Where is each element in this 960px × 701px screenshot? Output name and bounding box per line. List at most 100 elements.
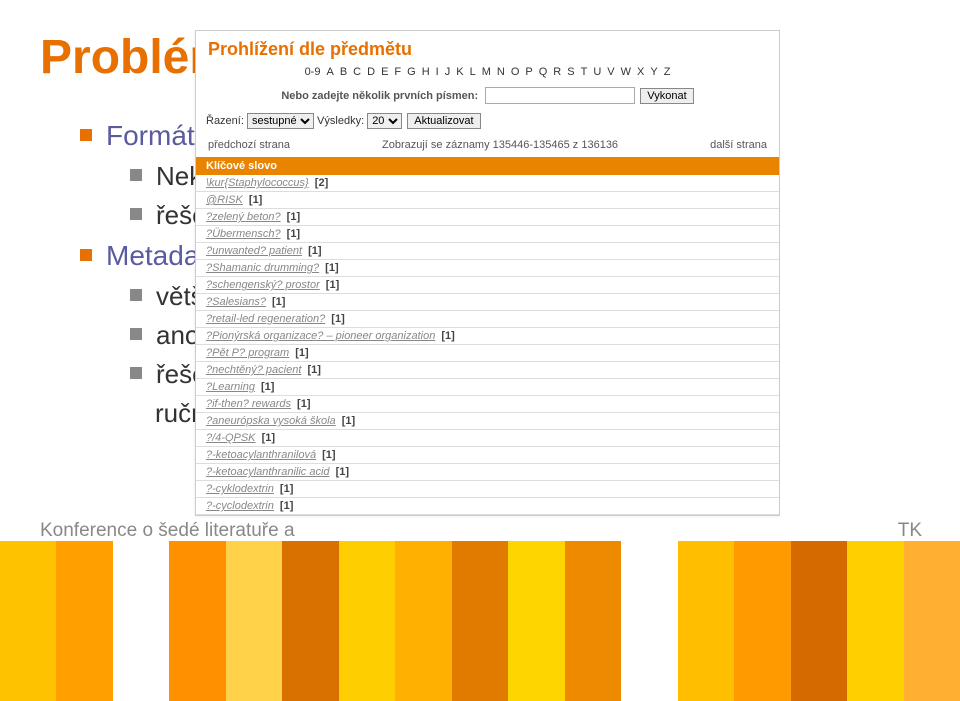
keyword-count: [1] — [284, 228, 301, 240]
alpha-link-k[interactable]: K — [456, 66, 463, 78]
alpha-link-x[interactable]: X — [637, 66, 644, 78]
keyword-row[interactable]: @RISK [1] — [196, 192, 779, 209]
keyword-count: [1] — [323, 279, 340, 291]
alpha-link-j[interactable]: J — [445, 66, 451, 78]
keyword-term[interactable]: ?if-then? rewards — [206, 398, 291, 410]
alpha-link-e[interactable]: E — [381, 66, 388, 78]
keyword-row[interactable]: ?-ketoacylanthranilová [1] — [196, 447, 779, 464]
footer-left: Konference o šedé literatuře a — [40, 520, 295, 542]
keyword-term[interactable]: ?zelený beton? — [206, 211, 281, 223]
keyword-count: [1] — [322, 262, 339, 274]
keyword-row[interactable]: ?-cyclodextrin [1] — [196, 498, 779, 515]
keyword-count: [1] — [294, 398, 311, 410]
keyword-term[interactable]: ?retail-led regeneration? — [206, 313, 325, 325]
keyword-term[interactable]: \kur{Staphylococcus} — [206, 177, 309, 189]
column-header: Klíčové slovo — [196, 157, 779, 175]
keyword-row[interactable]: ?aneurópska vysoká škola [1] — [196, 413, 779, 430]
keyword-term[interactable]: ?Übermensch? — [206, 228, 281, 240]
go-button[interactable]: Vykonat — [640, 88, 693, 104]
alpha-link-h[interactable]: H — [422, 66, 430, 78]
showing-text: Zobrazují se záznamy 135446-135465 z 136… — [290, 139, 710, 151]
footer-right: TK — [898, 520, 922, 542]
alpha-link-z[interactable]: Z — [664, 66, 671, 78]
keyword-term[interactable]: ?aneurópska vysoká škola — [206, 415, 336, 427]
keyword-row[interactable]: ?zelený beton? [1] — [196, 209, 779, 226]
keyword-term[interactable]: ?nechtěný? pacient — [206, 364, 301, 376]
keyword-row[interactable]: ?schengenský? prostor [1] — [196, 277, 779, 294]
keyword-term[interactable]: ?-ketoacylanthranilová — [206, 449, 316, 461]
keyword-count: [1] — [284, 211, 301, 223]
keyword-row[interactable]: ?Shamanic drumming? [1] — [196, 260, 779, 277]
keyword-count: [1] — [319, 449, 336, 461]
sort-select[interactable]: sestupné — [247, 113, 314, 129]
search-input[interactable] — [485, 87, 635, 104]
alpha-link-q[interactable]: Q — [539, 66, 548, 78]
keyword-count: [1] — [246, 194, 263, 206]
refresh-button[interactable]: Aktualizovat — [407, 113, 480, 129]
keyword-term[interactable]: ?Shamanic drumming? — [206, 262, 319, 274]
keyword-count: [1] — [305, 245, 322, 257]
alpha-link-n[interactable]: N — [497, 66, 505, 78]
alpha-link-u[interactable]: U — [593, 66, 601, 78]
keyword-term[interactable]: ?-cyklodextrin — [206, 483, 274, 495]
keyword-term[interactable]: ?schengenský? prostor — [206, 279, 320, 291]
next-page-link[interactable]: další strana — [710, 139, 767, 151]
alpha-link-m[interactable]: M — [482, 66, 491, 78]
alpha-link-g[interactable]: G — [407, 66, 416, 78]
keyword-count: [1] — [333, 466, 350, 478]
keyword-term[interactable]: ?/4-QPSK — [206, 432, 256, 444]
keyword-count: [1] — [304, 364, 321, 376]
alpha-link-r[interactable]: R — [553, 66, 561, 78]
keyword-row[interactable]: ?Pět P? program [1] — [196, 345, 779, 362]
keyword-term[interactable]: ?Pionýrská organizace? – pioneer organiz… — [206, 330, 435, 342]
alpha-link-t[interactable]: T — [581, 66, 588, 78]
keyword-row[interactable]: ?Learning [1] — [196, 379, 779, 396]
keyword-count: [2] — [312, 177, 329, 189]
alpha-link-p[interactable]: P — [525, 66, 532, 78]
alpha-link-a[interactable]: A — [326, 66, 333, 78]
keyword-term[interactable]: ?Learning — [206, 381, 255, 393]
keyword-count: [1] — [438, 330, 455, 342]
keyword-row[interactable]: ?if-then? rewards [1] — [196, 396, 779, 413]
keyword-term[interactable]: @RISK — [206, 194, 243, 206]
alpha-link-b[interactable]: B — [340, 66, 347, 78]
results-select[interactable]: 20 — [367, 113, 402, 129]
keyword-row[interactable]: ?retail-led regeneration? [1] — [196, 311, 779, 328]
results-label: Výsledky: — [317, 115, 364, 127]
alpha-link-f[interactable]: F — [394, 66, 401, 78]
alpha-link-d[interactable]: D — [367, 66, 375, 78]
alpha-link-v[interactable]: V — [607, 66, 614, 78]
keyword-term[interactable]: ?-cyclodextrin — [206, 500, 274, 512]
alpha-link-i[interactable]: I — [436, 66, 439, 78]
keyword-row[interactable]: ?Pionýrská organizace? – pioneer organiz… — [196, 328, 779, 345]
alpha-link-y[interactable]: Y — [650, 66, 657, 78]
prev-page-link[interactable]: předchozí strana — [208, 139, 290, 151]
keyword-term[interactable]: ?-ketoacylanthranilic acid — [206, 466, 330, 478]
keyword-count: [1] — [277, 483, 294, 495]
keyword-term[interactable]: ?unwanted? patient — [206, 245, 302, 257]
alpha-link-c[interactable]: C — [353, 66, 361, 78]
keyword-row[interactable]: ?Übermensch? [1] — [196, 226, 779, 243]
keyword-row[interactable]: ?unwanted? patient [1] — [196, 243, 779, 260]
keyword-count: [1] — [258, 381, 275, 393]
keyword-count: [1] — [259, 432, 276, 444]
keyword-row[interactable]: \kur{Staphylococcus} [2] — [196, 175, 779, 192]
keyword-row[interactable]: ?-cyklodextrin [1] — [196, 481, 779, 498]
keyword-count: [1] — [339, 415, 356, 427]
alpha-link-0-9[interactable]: 0-9 — [305, 66, 321, 78]
keyword-count: [1] — [269, 296, 286, 308]
alpha-link-s[interactable]: S — [567, 66, 574, 78]
keyword-row[interactable]: ?nechtěný? pacient [1] — [196, 362, 779, 379]
alpha-link-o[interactable]: O — [511, 66, 520, 78]
browse-panel: Prohlížení dle předmětu 0-9ABCDEFGHIJKLM… — [195, 30, 780, 516]
keyword-row[interactable]: ?/4-QPSK [1] — [196, 430, 779, 447]
keyword-term[interactable]: ?Salesians? — [206, 296, 266, 308]
keyword-term[interactable]: ?Pět P? program — [206, 347, 289, 359]
alpha-link-w[interactable]: W — [621, 66, 631, 78]
keyword-row[interactable]: ?-ketoacylanthranilic acid [1] — [196, 464, 779, 481]
decorative-stripes — [0, 541, 960, 701]
alpha-link-l[interactable]: L — [470, 66, 476, 78]
sort-label: Řazení: — [206, 115, 244, 127]
rows-container: \kur{Staphylococcus} [2]@RISK [1]?zelený… — [196, 175, 779, 515]
keyword-row[interactable]: ?Salesians? [1] — [196, 294, 779, 311]
